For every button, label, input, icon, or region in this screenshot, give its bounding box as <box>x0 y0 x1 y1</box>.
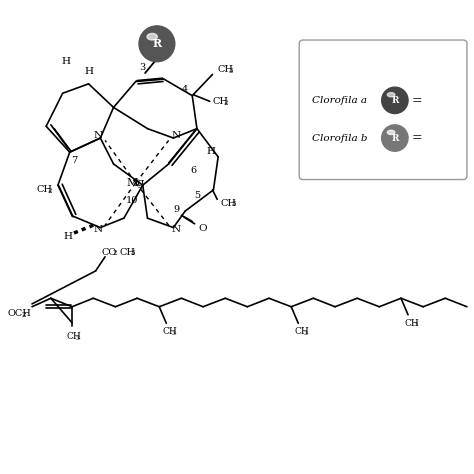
Text: 3: 3 <box>75 336 79 341</box>
Text: CO: CO <box>101 247 117 256</box>
Text: N: N <box>93 131 102 140</box>
Text: OCH: OCH <box>7 309 31 318</box>
Text: H: H <box>84 67 93 76</box>
Text: H: H <box>207 147 216 156</box>
Text: 3: 3 <box>172 331 175 336</box>
Text: 9: 9 <box>173 205 180 214</box>
Text: N: N <box>171 226 180 235</box>
Text: Mg: Mg <box>127 178 145 188</box>
Text: R: R <box>152 38 162 49</box>
Text: Clorofila b: Clorofila b <box>312 134 368 143</box>
Text: CH: CH <box>217 65 233 74</box>
Text: 2: 2 <box>22 311 27 319</box>
Text: =: = <box>412 94 422 107</box>
Text: H: H <box>64 232 73 241</box>
Text: CH: CH <box>119 247 135 256</box>
Text: N: N <box>171 131 180 140</box>
Text: R: R <box>391 134 399 143</box>
Circle shape <box>382 87 408 114</box>
Ellipse shape <box>387 130 395 135</box>
Text: R: R <box>391 96 399 105</box>
Text: 3: 3 <box>232 201 236 209</box>
Text: N: N <box>93 226 102 235</box>
Text: CH: CH <box>294 327 309 336</box>
Ellipse shape <box>387 92 395 97</box>
Text: 3: 3 <box>130 249 135 257</box>
Text: 5: 5 <box>194 191 200 200</box>
Text: 4: 4 <box>182 85 188 94</box>
Ellipse shape <box>147 34 157 40</box>
Text: CH: CH <box>404 319 419 328</box>
Text: 7: 7 <box>71 156 78 165</box>
Text: CH: CH <box>36 185 53 194</box>
Text: Clorofila a: Clorofila a <box>312 96 367 105</box>
Text: O: O <box>199 224 208 233</box>
Text: CH: CH <box>66 332 81 341</box>
Text: 2: 2 <box>48 187 52 195</box>
Text: CH: CH <box>220 199 237 208</box>
Text: CH: CH <box>163 327 177 336</box>
Circle shape <box>139 26 175 62</box>
Text: 3: 3 <box>140 63 146 72</box>
Text: 3: 3 <box>413 322 417 327</box>
Text: =: = <box>412 132 422 145</box>
Text: CH: CH <box>212 97 228 106</box>
Circle shape <box>382 125 408 151</box>
Text: 10: 10 <box>126 196 138 205</box>
Text: 3: 3 <box>228 67 233 75</box>
Text: H: H <box>62 57 71 66</box>
Text: 6: 6 <box>191 165 197 174</box>
Text: 2: 2 <box>112 249 117 257</box>
Text: 2: 2 <box>224 99 228 107</box>
Text: 3: 3 <box>303 331 308 336</box>
FancyBboxPatch shape <box>299 40 467 180</box>
